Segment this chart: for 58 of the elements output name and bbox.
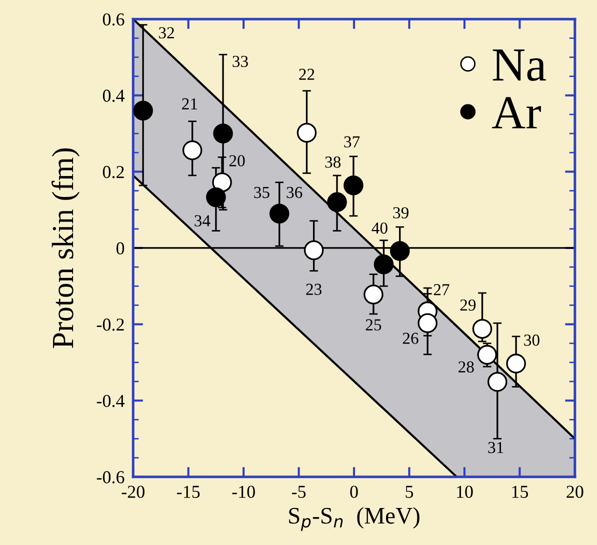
point [390,241,410,261]
point [344,176,364,196]
x-tick-label: -5 [292,486,306,498]
y-tick-label: -0.6 [96,471,124,484]
y-tick-label: 0.4 [102,90,125,102]
point [477,344,497,365]
annotation: 21 [182,98,198,110]
annotation: 31 [488,442,504,454]
point [327,192,347,212]
annotation: 23 [306,284,322,295]
x-tick-label: 20 [566,486,584,498]
x-tick-label: 5 [406,486,414,498]
annotation: 34 [194,215,210,226]
legend-label: Na [492,50,546,81]
y-tick-label: -0.4 [96,394,125,408]
point [212,172,232,192]
annotation: 38 [325,156,341,168]
point [213,124,233,144]
annotation: 26 [402,332,418,344]
point [296,122,317,143]
point [269,204,290,224]
annotation: 29 [460,299,476,311]
annotation: 36 [286,186,302,198]
annotation: 32 [159,27,174,38]
point [304,240,324,260]
y-tick-label: 0.6 [102,13,124,26]
point [374,254,394,274]
x-tick-label: 15 [512,486,528,498]
x-tick-label: -10 [232,486,255,498]
annotation: 25 [366,319,382,330]
annotation: 35 [254,186,270,198]
x-tick-label: -20 [122,486,144,498]
x-axis-title: S$_{p}$-S$_{n}$ (MeV) [289,507,420,531]
annotation: 20 [229,155,245,166]
point [472,318,492,339]
y-axis-title: Proton skin (fm) [52,148,80,348]
annotation: 22 [299,68,314,80]
point [182,140,202,160]
point [418,313,438,334]
annotation: 30 [524,334,540,346]
y-tick-label: 0.2 [102,166,124,178]
point [487,372,508,392]
annotation: 28 [458,361,474,373]
annotation: 37 [344,136,360,148]
y-tick-label: -0.2 [96,318,124,331]
point [506,354,526,374]
annotation: 40 [372,222,388,234]
point [133,100,153,121]
point [364,284,384,304]
x-tick-label: 0 [350,486,358,498]
x-tick-label: 10 [457,486,473,498]
annotation: 33 [232,56,248,68]
y-tick-label: 0 [116,242,124,254]
x-tick-label: -15 [176,486,200,498]
annotation: 27 [434,284,450,296]
point [206,187,226,208]
annotation: 39 [393,207,408,218]
legend-label: Ar [492,97,541,128]
